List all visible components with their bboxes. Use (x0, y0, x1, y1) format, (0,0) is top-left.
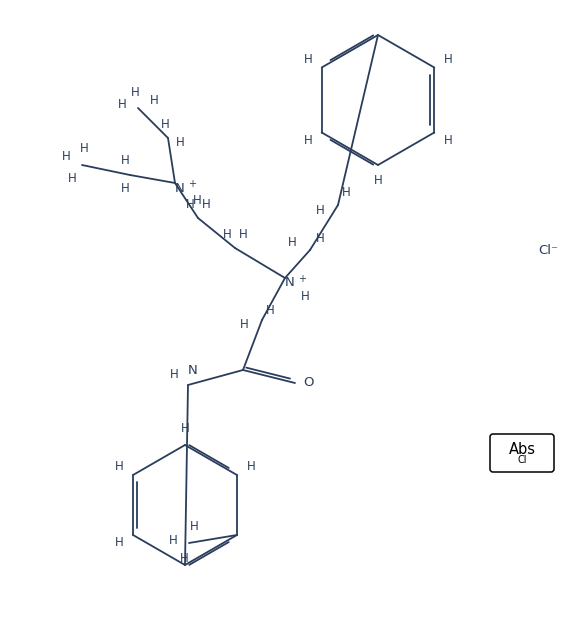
Text: H: H (444, 53, 452, 66)
Text: +: + (298, 274, 306, 284)
Text: H: H (121, 183, 129, 195)
Text: H: H (130, 86, 139, 98)
Text: H: H (169, 368, 179, 381)
FancyBboxPatch shape (490, 434, 554, 472)
Text: H: H (180, 552, 189, 565)
Text: H: H (176, 136, 184, 150)
Text: H: H (190, 520, 198, 534)
Text: N: N (285, 276, 295, 289)
Text: Cl: Cl (517, 455, 527, 465)
Text: +: + (188, 179, 196, 189)
Text: H: H (186, 197, 194, 210)
Text: H: H (342, 186, 350, 199)
Text: H: H (300, 289, 309, 302)
Text: H: H (238, 228, 248, 240)
Text: H: H (288, 235, 296, 248)
Text: H: H (115, 536, 124, 550)
Text: N: N (175, 181, 185, 194)
Text: H: H (150, 93, 158, 107)
Text: H: H (374, 174, 382, 188)
Text: H: H (246, 460, 255, 473)
Text: H: H (444, 134, 452, 147)
Text: H: H (115, 460, 124, 473)
Text: H: H (68, 172, 77, 185)
Text: H: H (61, 150, 70, 163)
Text: H: H (316, 231, 324, 244)
Text: H: H (193, 194, 201, 208)
Text: N: N (188, 365, 198, 377)
Text: Cl⁻: Cl⁻ (538, 244, 558, 257)
Text: H: H (316, 203, 324, 217)
Text: Abs: Abs (509, 442, 535, 457)
Text: H: H (121, 154, 129, 167)
Text: H: H (169, 534, 177, 547)
Text: H: H (180, 422, 190, 435)
Text: H: H (79, 143, 88, 156)
Text: H: H (118, 98, 126, 111)
Text: H: H (240, 318, 248, 332)
Text: H: H (202, 197, 211, 210)
Text: O: O (304, 377, 314, 390)
Text: H: H (223, 228, 231, 240)
Text: H: H (266, 303, 274, 316)
Text: H: H (303, 134, 312, 147)
Text: H: H (161, 118, 169, 131)
Text: H: H (303, 53, 312, 66)
